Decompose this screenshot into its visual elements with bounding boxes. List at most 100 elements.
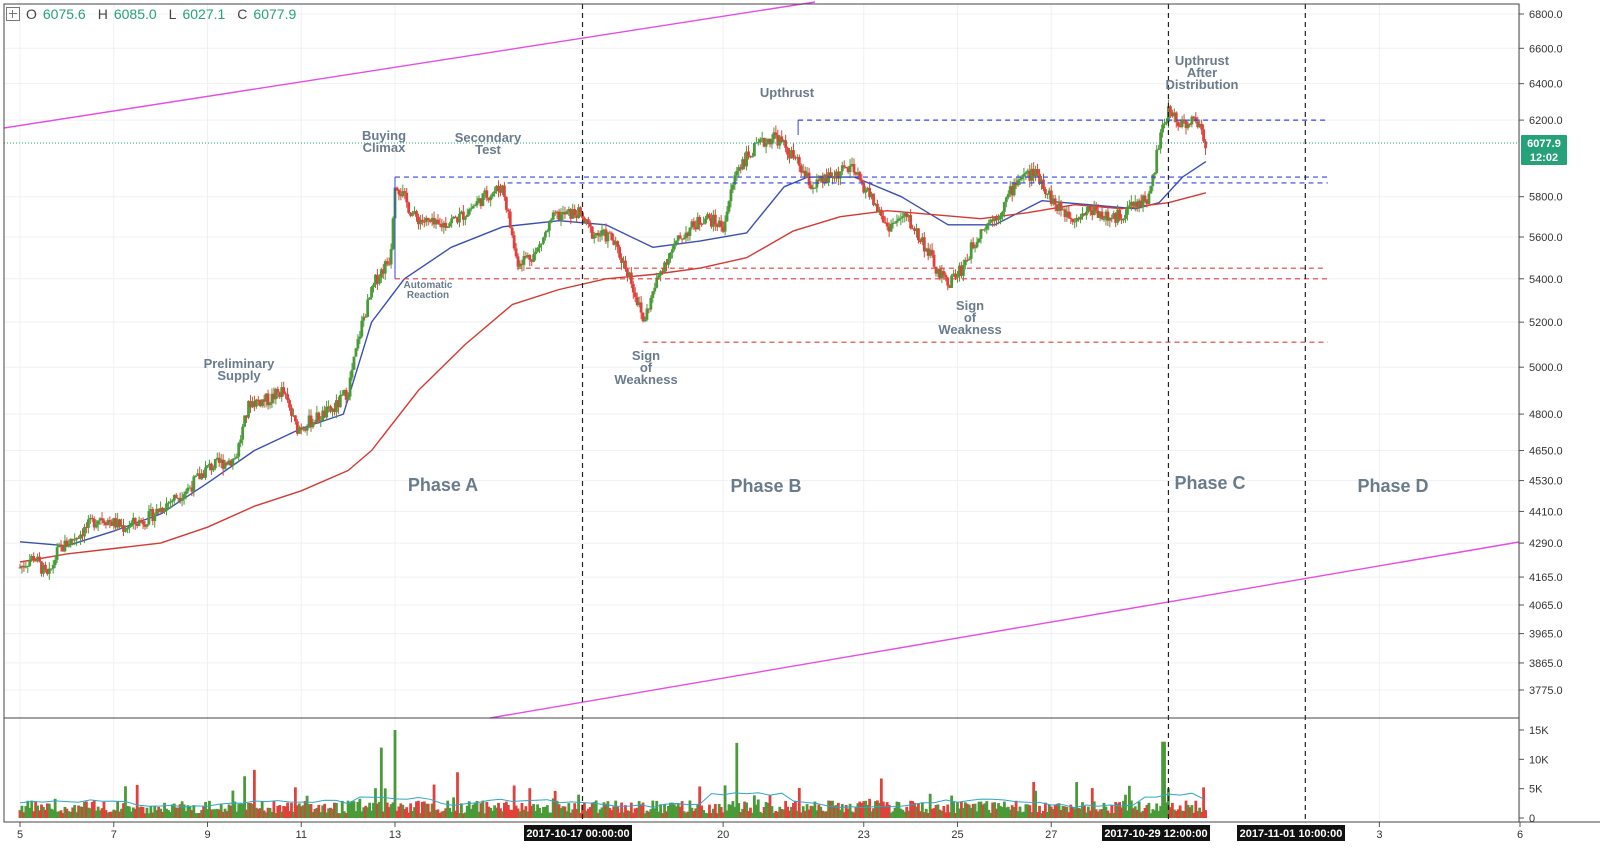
candle-body — [1049, 190, 1053, 204]
volume-bar — [829, 800, 832, 818]
candle-body — [725, 211, 729, 222]
volume-bar — [807, 809, 811, 818]
volume-bar — [180, 801, 184, 818]
volume-bar — [1157, 810, 1161, 818]
candle-body — [157, 508, 161, 513]
candle-body — [59, 544, 63, 546]
candle-body — [741, 159, 745, 170]
candle-body — [1012, 182, 1016, 196]
volume-bar — [995, 808, 998, 818]
volume-bar — [774, 810, 778, 818]
volume-bar — [938, 809, 942, 818]
candle-body — [528, 255, 532, 260]
volume-bar — [335, 802, 338, 818]
volume-bar — [1149, 813, 1153, 818]
volume-bar — [358, 798, 362, 818]
phase-label: Phase B — [730, 476, 801, 496]
candle-body — [723, 221, 727, 232]
volume-bar — [575, 808, 579, 818]
candle-body — [149, 509, 153, 512]
volume-bar — [926, 812, 930, 818]
volume-bar — [688, 800, 692, 818]
volume-bar — [579, 812, 582, 818]
volume-bar — [813, 801, 817, 818]
candle-body — [786, 147, 789, 155]
candle-body — [502, 185, 506, 197]
volume-bar — [866, 804, 870, 818]
candle-body — [555, 211, 559, 213]
candle-body — [309, 415, 313, 428]
candle-body — [460, 211, 463, 214]
volume-bar — [198, 813, 202, 818]
candle-body — [1184, 121, 1188, 129]
volume-bar — [1036, 812, 1039, 818]
volume-bar — [55, 811, 59, 818]
price-tick-label: 4410.0 — [1529, 506, 1563, 518]
volume-bar — [293, 787, 297, 818]
candle-body — [938, 268, 942, 279]
volume-bar — [1063, 806, 1067, 818]
volume-bar — [668, 802, 672, 818]
volume-bar — [817, 804, 821, 818]
candle-body — [975, 242, 979, 248]
candle-body — [1020, 176, 1024, 180]
x-tick-label: 6 — [1517, 829, 1523, 841]
candle-body — [596, 232, 600, 236]
x-tick-label: 9 — [204, 829, 210, 841]
volume-bar — [565, 811, 569, 818]
volume-bar — [997, 803, 1000, 818]
candle-body — [850, 163, 854, 166]
candle-body — [211, 468, 215, 471]
volume-bar — [954, 812, 957, 818]
candle-body — [245, 415, 248, 418]
candle-body — [442, 222, 446, 228]
candle-body — [547, 222, 551, 231]
volume-bar — [264, 812, 268, 818]
volume-bar — [30, 800, 34, 818]
candle-body — [303, 428, 307, 431]
candle-body — [311, 422, 315, 428]
grid — [4, 4, 1521, 822]
candle-body — [1200, 123, 1204, 130]
volume-ma-line — [19, 792, 1204, 809]
volume-bar — [844, 804, 848, 818]
volume-bar — [723, 785, 727, 818]
upthrust-after-distribution-annotation-line: Distribution — [1166, 77, 1239, 92]
volume-bar — [502, 802, 506, 818]
volume-bar — [1178, 805, 1182, 818]
candle-body — [98, 518, 102, 521]
volume-bar — [963, 802, 967, 818]
volume-bar — [508, 809, 512, 818]
candle-body — [235, 456, 239, 459]
candle-body — [608, 232, 612, 234]
candle-body — [651, 291, 655, 298]
candle-body — [571, 209, 575, 219]
volume-bar — [477, 811, 481, 818]
volume-bar — [149, 805, 153, 818]
volume-bar — [270, 812, 274, 818]
volume-bar — [143, 813, 147, 818]
candle-body — [336, 400, 340, 408]
candle-body — [385, 261, 389, 264]
volume-bar — [452, 797, 455, 818]
volume-bar — [145, 807, 149, 818]
candle-body — [202, 473, 205, 478]
candle-body — [116, 519, 120, 528]
collapse-icon[interactable] — [6, 7, 20, 21]
candle-body — [204, 467, 207, 478]
volume-bar — [1129, 800, 1133, 818]
volume-bar — [1010, 805, 1014, 818]
phase-date-badge — [1237, 825, 1345, 841]
volume-bar — [881, 801, 885, 818]
volume-bar — [258, 808, 262, 818]
candle-body — [372, 284, 375, 287]
volume-bar — [606, 801, 610, 818]
candle-body — [90, 518, 94, 520]
volume-bar — [795, 810, 799, 818]
volume-bar — [1120, 807, 1123, 818]
candle-body — [100, 518, 104, 521]
volume-bar — [1012, 807, 1016, 818]
volume-bar — [1137, 801, 1141, 818]
volume-bar — [1077, 808, 1080, 818]
